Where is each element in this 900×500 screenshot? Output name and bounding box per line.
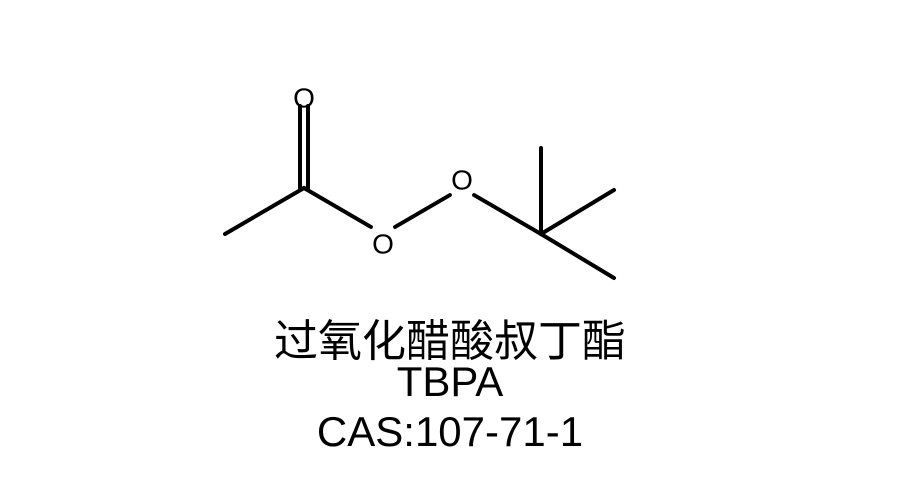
atom-label: O bbox=[451, 164, 473, 195]
compound-cas: CAS:107-71-1 bbox=[0, 408, 900, 456]
compound-abbr: TBPA bbox=[0, 358, 900, 406]
figure-canvas: OOO 过氧化醋酸叔丁酯TBPACAS:107-71-1 bbox=[0, 0, 900, 500]
atom-label: O bbox=[293, 82, 315, 113]
atom-label: O bbox=[372, 228, 394, 259]
